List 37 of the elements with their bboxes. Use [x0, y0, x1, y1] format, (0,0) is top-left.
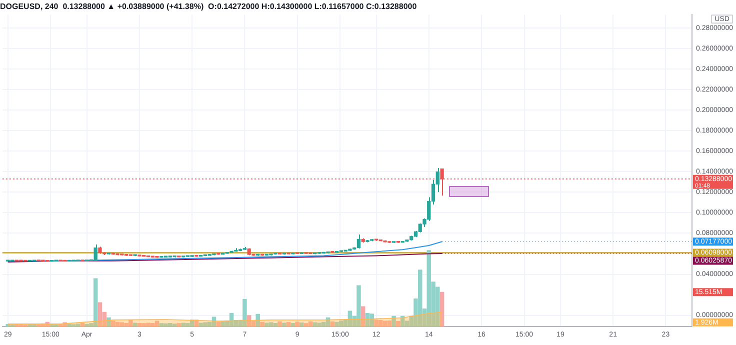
bar — [176, 323, 182, 327]
bar — [256, 314, 260, 327]
bar — [132, 322, 138, 327]
bar — [111, 320, 116, 327]
bar — [426, 250, 432, 327]
bar — [300, 322, 304, 327]
chart-title: DOGEUSD, 240 0.13288000 ▲ +0.03889000 (+41.38%) O:0.14272000 H:0.14300000 L:0.11657000 C:0.13288000 — [0, 2, 418, 12]
bar — [278, 321, 282, 327]
bar — [10, 324, 14, 327]
bar — [264, 322, 269, 327]
bar — [382, 320, 388, 327]
bar — [76, 324, 80, 327]
candlestick — [94, 244, 98, 262]
bar — [137, 322, 142, 327]
bar — [150, 322, 155, 327]
bar — [308, 321, 313, 327]
bar — [440, 292, 444, 327]
bar — [260, 322, 264, 327]
bar — [273, 322, 278, 327]
bar — [286, 322, 291, 327]
candlestick — [356, 234, 361, 249]
bar — [370, 314, 374, 327]
bar — [304, 323, 308, 327]
bar — [159, 323, 164, 327]
bar — [330, 321, 335, 327]
bar — [290, 322, 296, 327]
bar — [418, 270, 422, 327]
bar — [295, 322, 300, 327]
bar — [106, 317, 111, 327]
bar — [154, 320, 160, 327]
bar — [93, 278, 98, 327]
bar — [387, 320, 392, 327]
bar — [80, 322, 85, 327]
bar — [396, 320, 400, 327]
bar — [392, 316, 396, 327]
bar — [172, 324, 177, 327]
bar — [282, 322, 286, 327]
